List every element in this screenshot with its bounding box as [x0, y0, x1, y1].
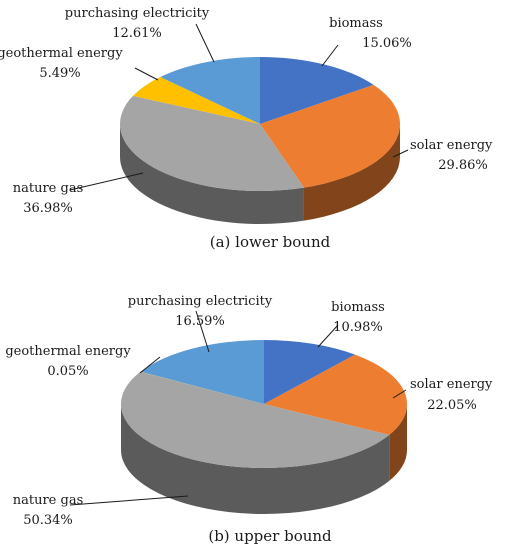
label-value-geothermal-energy-upper: 0.05% [47, 364, 88, 379]
leader-line-purchasing-electricity-lower [195, 23, 215, 63]
label-name-geothermal-energy-upper: geothermal energy [5, 344, 131, 359]
caption-lower-bound: (a) lower bound [210, 233, 331, 251]
pie-side-solar-energy-upper [389, 404, 407, 481]
label-name-geothermal-energy-lower: geothermal energy [0, 46, 123, 61]
pie-slice-nature-gas-upper [120, 371, 390, 469]
pie-side-solar-energy-lower [303, 124, 400, 221]
pie-slice-solar-energy-lower [260, 84, 400, 188]
pie-slice-biomass-upper [264, 340, 356, 404]
label-value-purchasing-electricity-lower: 12.61% [112, 26, 162, 41]
leader-line-biomass-upper [317, 324, 339, 348]
leader-line-solar-energy-upper [392, 389, 407, 399]
pie-slice-solar-energy-upper [264, 354, 407, 435]
label-value-nature-gas-lower: 36.98% [23, 201, 73, 216]
caption-upper-bound: (b) upper bound [208, 527, 332, 545]
label-value-biomass-lower: 15.06% [362, 36, 412, 51]
label-name-nature-gas-upper: nature gas [13, 493, 84, 508]
label-value-solar-energy-lower: 29.86% [438, 158, 488, 173]
leader-line-solar-energy-lower [392, 149, 409, 158]
label-value-nature-gas-upper: 50.34% [23, 513, 73, 528]
label-name-purchasing-electricity-upper: purchasing electricity [128, 294, 273, 309]
leader-line-purchasing-electricity-upper [195, 310, 210, 353]
pie-slice-biomass-lower [260, 57, 374, 124]
label-name-purchasing-electricity-lower: purchasing electricity [65, 6, 210, 21]
label-value-geothermal-energy-lower: 5.49% [39, 66, 80, 81]
label-name-biomass-upper: biomass [331, 300, 385, 315]
leader-line-biomass-lower [321, 44, 339, 67]
pie-slice-purchasing-electricity-lower [160, 57, 260, 124]
leader-line-geothermal-energy-lower [134, 67, 159, 81]
leader-line-nature-gas-upper [69, 495, 189, 506]
pie-slice-nature-gas-lower [119, 95, 304, 191]
pie-side-nature-gas-upper [121, 404, 390, 514]
pie-slice-geothermal-energy-lower [132, 76, 260, 124]
label-value-solar-energy-upper: 22.05% [427, 398, 477, 413]
label-value-biomass-upper: 10.98% [333, 320, 383, 335]
pie-side-nature-gas-lower [120, 124, 304, 224]
label-name-nature-gas-lower: nature gas [13, 181, 84, 196]
pie-chart-upper-bound: biomass 10.98% solar energy 22.05% nature ga… [5, 294, 493, 528]
pie-chart-lower-bound: biomass 15.06% solar energy 29.86% nature ga… [0, 6, 493, 224]
pie-slice-geothermal-energy-upper [140, 371, 264, 404]
pie-slice-purchasing-electricity-upper [140, 340, 264, 404]
leader-line-geothermal-energy-upper [139, 356, 161, 374]
leader-line-nature-gas-lower [69, 172, 144, 191]
label-name-solar-energy-lower: solar energy [410, 138, 493, 153]
label-name-biomass-lower: biomass [329, 16, 383, 31]
label-value-purchasing-electricity-upper: 16.59% [175, 314, 225, 329]
label-name-solar-energy-upper: solar energy [410, 377, 493, 392]
